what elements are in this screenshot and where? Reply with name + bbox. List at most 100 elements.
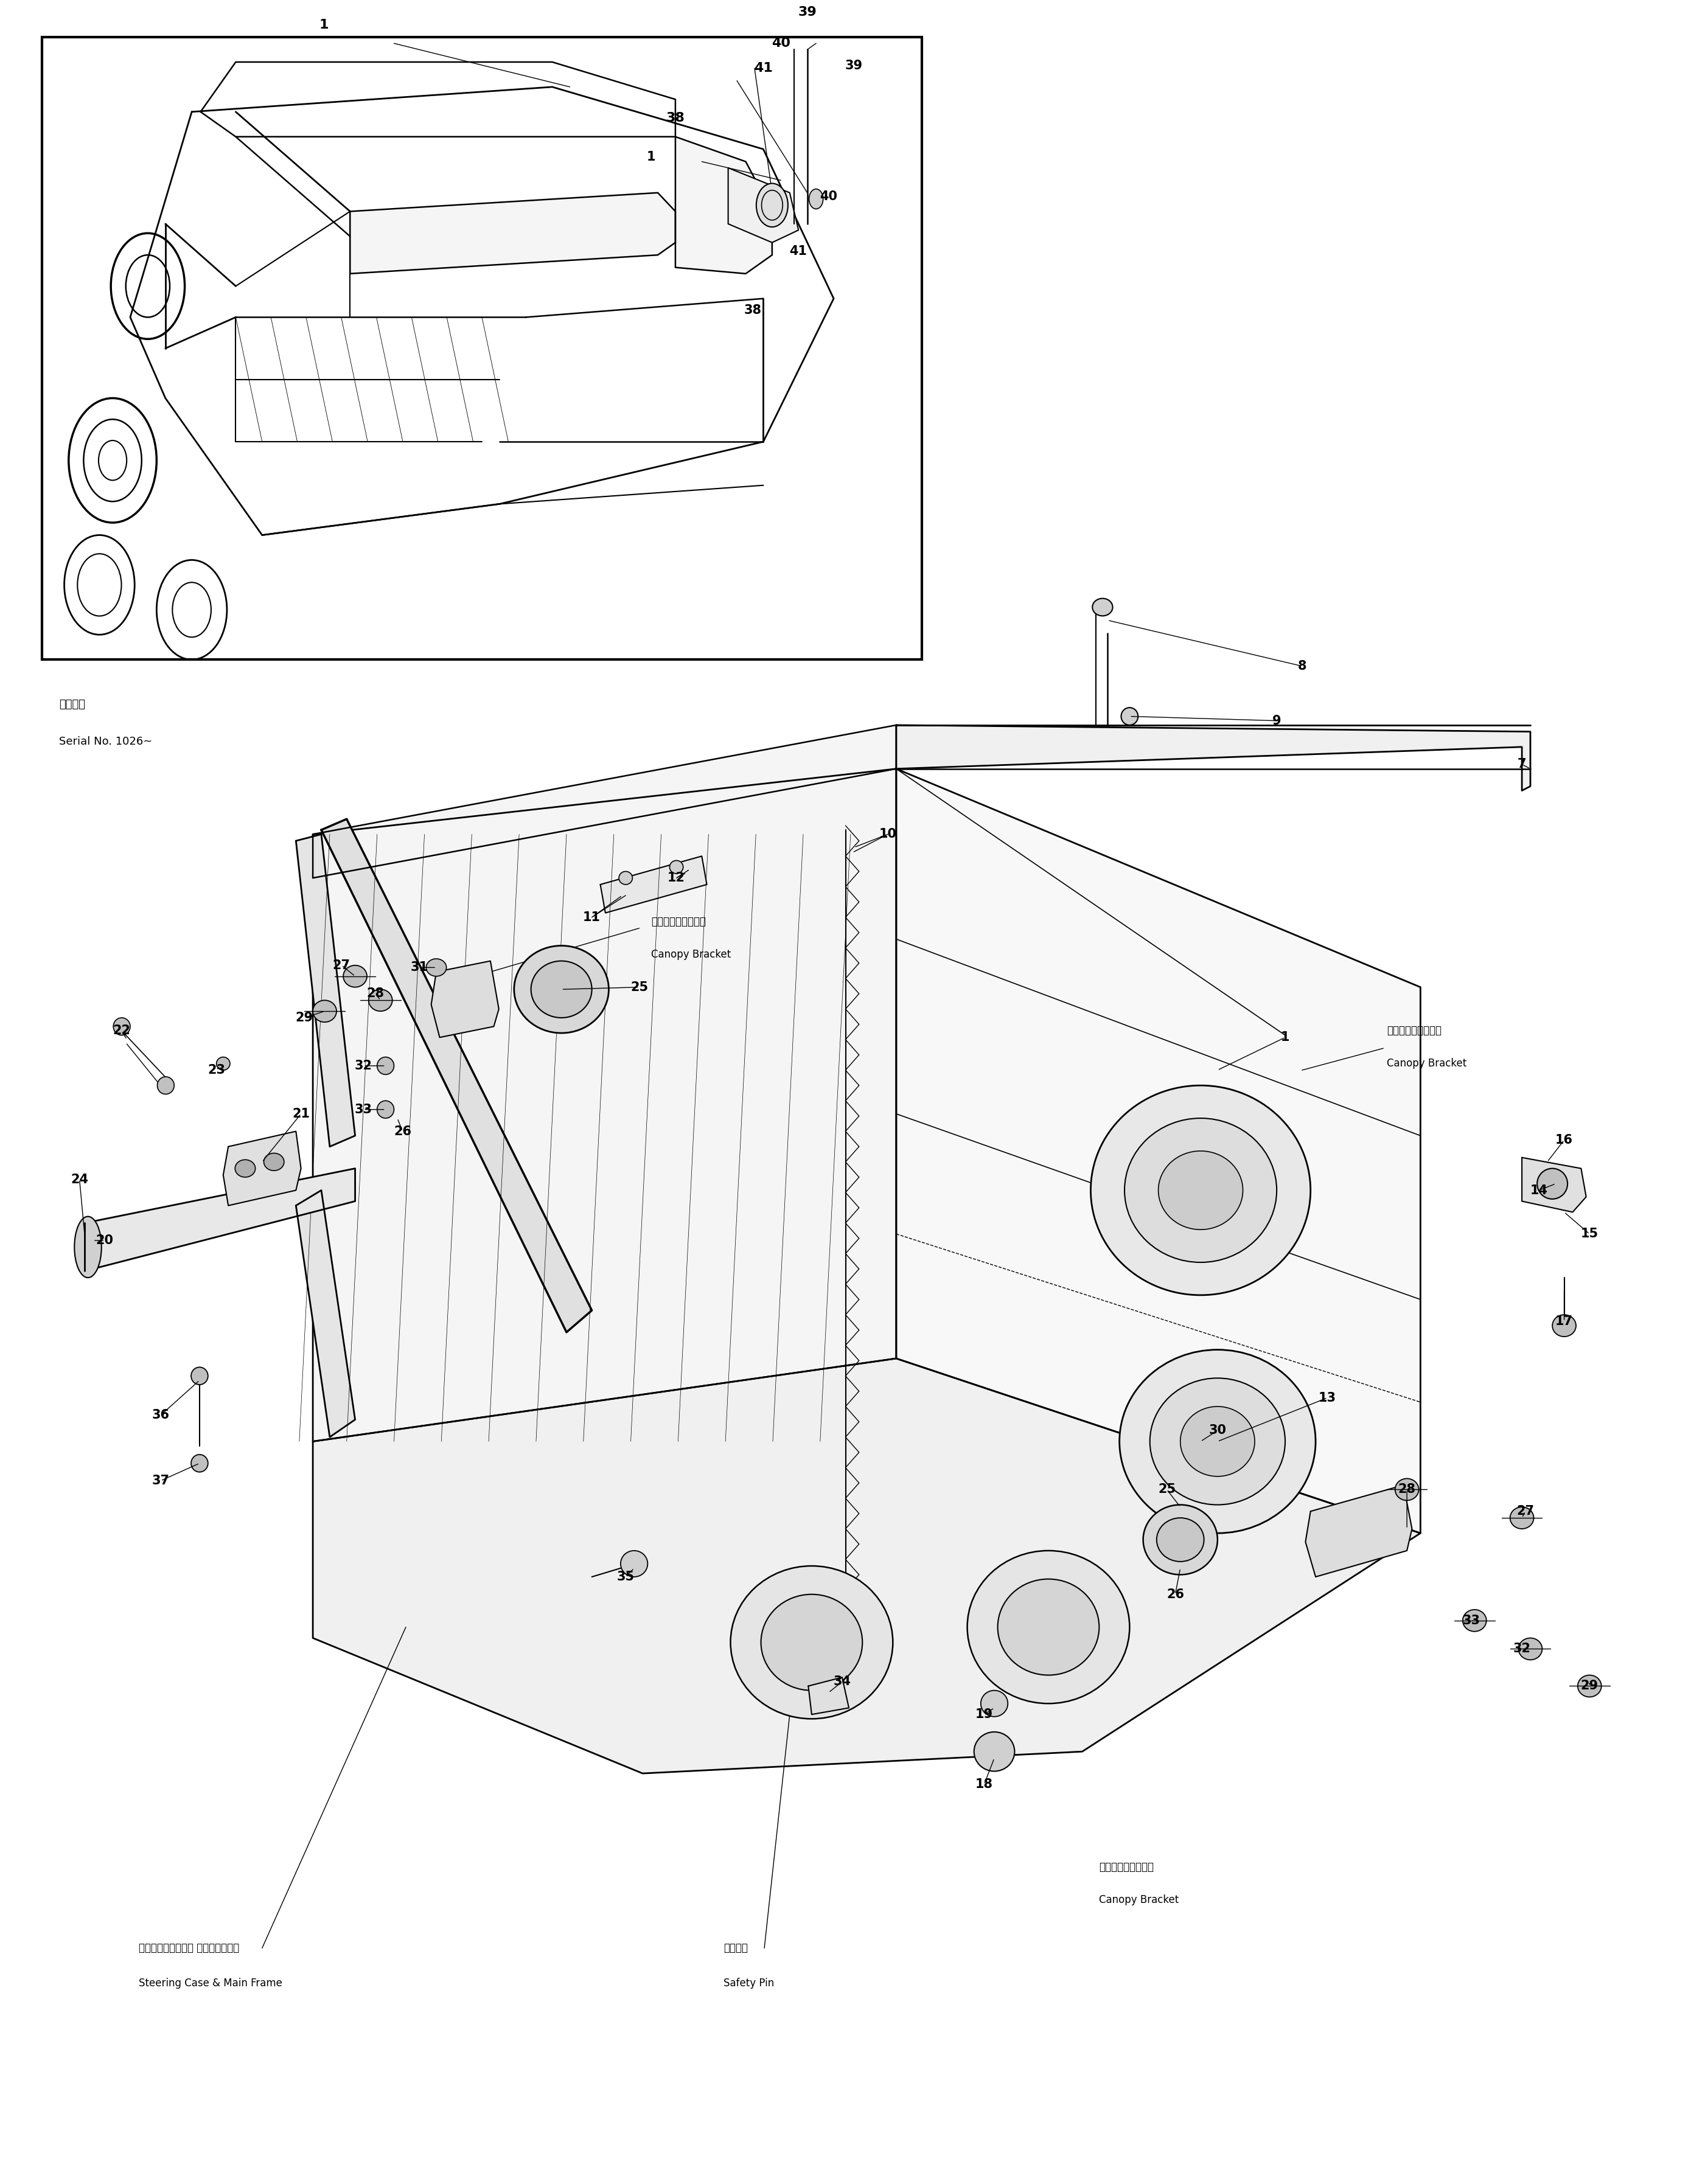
Text: 30: 30: [1209, 1424, 1226, 1437]
Text: 1: 1: [320, 20, 328, 31]
Ellipse shape: [808, 190, 824, 210]
Text: 安全ピン: 安全ピン: [724, 1942, 747, 1955]
Ellipse shape: [343, 965, 367, 987]
Polygon shape: [296, 834, 355, 1147]
Ellipse shape: [1158, 1151, 1243, 1230]
Ellipse shape: [191, 1367, 208, 1385]
Text: 29: 29: [296, 1011, 313, 1024]
Text: 15: 15: [1581, 1227, 1598, 1241]
Text: 1: 1: [646, 151, 656, 164]
Ellipse shape: [761, 1594, 862, 1690]
Ellipse shape: [377, 1057, 394, 1075]
Ellipse shape: [1395, 1479, 1419, 1500]
Ellipse shape: [1092, 598, 1113, 616]
Ellipse shape: [967, 1551, 1130, 1704]
Ellipse shape: [191, 1455, 208, 1472]
Text: 11: 11: [583, 911, 600, 924]
Text: 10: 10: [879, 828, 896, 841]
Text: 25: 25: [1158, 1483, 1175, 1496]
Ellipse shape: [313, 1000, 337, 1022]
Text: 35: 35: [617, 1570, 634, 1583]
Text: 18: 18: [976, 1778, 993, 1791]
Text: キャノピブラケット: キャノピブラケット: [1387, 1024, 1441, 1037]
Text: 17: 17: [1556, 1315, 1573, 1328]
Polygon shape: [431, 961, 499, 1037]
Bar: [42, 37, 922, 660]
Polygon shape: [350, 192, 675, 273]
Ellipse shape: [1510, 1507, 1534, 1529]
Text: 39: 39: [846, 59, 862, 72]
Polygon shape: [1522, 1158, 1586, 1212]
Text: 1: 1: [1280, 1031, 1290, 1044]
Text: Safety Pin: Safety Pin: [724, 1977, 774, 1990]
Text: 33: 33: [1463, 1614, 1480, 1627]
Text: 36: 36: [152, 1409, 169, 1422]
Ellipse shape: [998, 1579, 1099, 1675]
Ellipse shape: [1180, 1406, 1255, 1476]
Text: 38: 38: [666, 111, 685, 124]
Polygon shape: [1305, 1485, 1412, 1577]
Text: Steering Case & Main Frame: Steering Case & Main Frame: [139, 1977, 282, 1990]
Text: 32: 32: [1513, 1642, 1530, 1655]
Ellipse shape: [670, 860, 683, 874]
Ellipse shape: [514, 946, 609, 1033]
Ellipse shape: [756, 183, 788, 227]
Ellipse shape: [974, 1732, 1015, 1771]
Text: 34: 34: [834, 1675, 851, 1688]
Ellipse shape: [1519, 1638, 1542, 1660]
Polygon shape: [313, 725, 896, 878]
Polygon shape: [896, 725, 1530, 791]
Text: Canopy Bracket: Canopy Bracket: [651, 948, 731, 961]
Polygon shape: [313, 769, 896, 1441]
Polygon shape: [223, 1131, 301, 1206]
Text: 14: 14: [1530, 1184, 1547, 1197]
Text: 13: 13: [1319, 1391, 1336, 1404]
Text: 24: 24: [71, 1173, 88, 1186]
Ellipse shape: [1121, 708, 1138, 725]
Ellipse shape: [1578, 1675, 1601, 1697]
Polygon shape: [729, 168, 798, 242]
Text: 21: 21: [293, 1107, 309, 1120]
Text: 27: 27: [333, 959, 350, 972]
Text: 20: 20: [96, 1234, 113, 1247]
Ellipse shape: [264, 1153, 284, 1171]
Text: 23: 23: [208, 1064, 225, 1077]
Ellipse shape: [1091, 1085, 1311, 1295]
Text: 19: 19: [976, 1708, 993, 1721]
Text: キャノピブラケット: キャノピブラケット: [651, 915, 705, 928]
Text: 31: 31: [411, 961, 428, 974]
Text: 40: 40: [771, 37, 790, 50]
Text: 39: 39: [798, 7, 817, 17]
Text: 26: 26: [1167, 1588, 1184, 1601]
Text: 37: 37: [152, 1474, 169, 1487]
Ellipse shape: [1125, 1118, 1277, 1262]
Ellipse shape: [157, 1077, 174, 1094]
Polygon shape: [675, 138, 773, 273]
Text: 28: 28: [367, 987, 384, 1000]
Ellipse shape: [369, 989, 392, 1011]
Text: 25: 25: [631, 981, 648, 994]
Ellipse shape: [113, 1018, 130, 1035]
Ellipse shape: [426, 959, 446, 976]
Polygon shape: [321, 819, 592, 1332]
Ellipse shape: [619, 871, 632, 885]
Text: 16: 16: [1556, 1133, 1573, 1147]
Text: 29: 29: [1581, 1679, 1598, 1693]
Text: Canopy Bracket: Canopy Bracket: [1099, 1894, 1179, 1907]
Ellipse shape: [235, 1160, 255, 1177]
Ellipse shape: [531, 961, 592, 1018]
Ellipse shape: [1119, 1350, 1316, 1533]
Polygon shape: [296, 1190, 355, 1437]
Text: 22: 22: [113, 1024, 130, 1037]
Text: 12: 12: [668, 871, 685, 885]
Polygon shape: [808, 1677, 849, 1714]
Text: Serial No. 1026~: Serial No. 1026~: [59, 736, 152, 747]
Text: 7: 7: [1517, 758, 1527, 771]
Ellipse shape: [377, 1101, 394, 1118]
Text: キャノピブラケット: キャノピブラケット: [1099, 1861, 1153, 1874]
Ellipse shape: [1537, 1168, 1568, 1199]
Text: 適用号機: 適用号機: [59, 699, 85, 710]
Text: 8: 8: [1297, 660, 1307, 673]
Ellipse shape: [981, 1690, 1008, 1717]
Text: 33: 33: [355, 1103, 372, 1116]
